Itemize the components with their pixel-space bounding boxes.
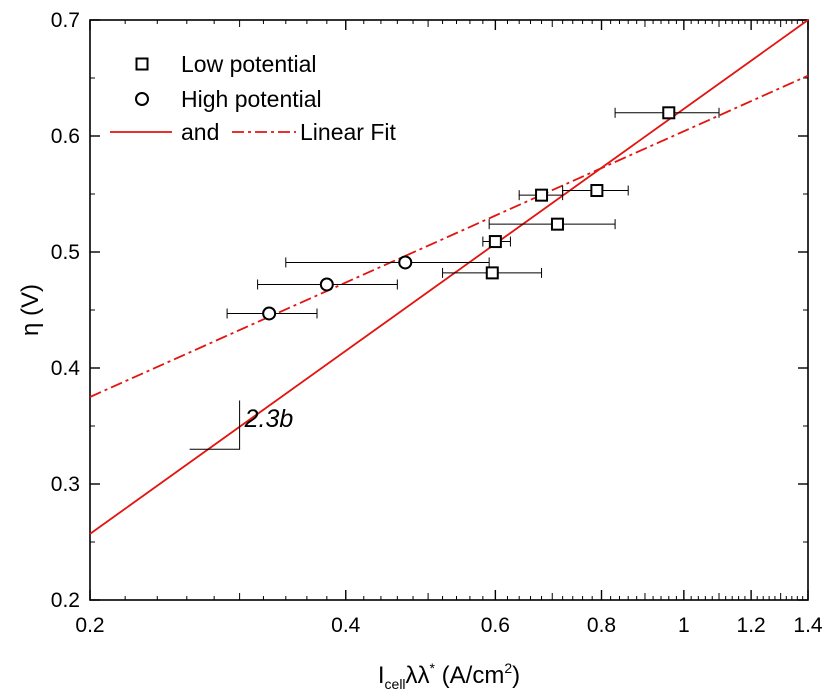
slope-triangle	[189, 400, 241, 450]
y-tick-label: 0.7	[51, 9, 80, 32]
legend-square-marker	[135, 57, 149, 71]
data-point-high-potential	[319, 277, 334, 292]
x-tick-label: 0.4	[331, 614, 361, 637]
data-point-low-potential	[535, 188, 549, 202]
slope-annotation: 2.3b	[244, 405, 294, 433]
data-point-low-potential	[590, 184, 604, 198]
data-point-low-potential	[550, 217, 564, 231]
y-axis-title: η (V)	[17, 284, 44, 336]
data-point-high-potential	[398, 255, 413, 270]
data-point-high-potential	[262, 306, 277, 321]
data-point-low-potential	[488, 235, 502, 249]
x-axis-title: Icellλλ* (A/cm2)	[378, 660, 520, 692]
x-tick-label: 0.6	[481, 614, 510, 637]
x-tick-label: 1.4	[793, 614, 823, 637]
legend-circle-marker	[135, 92, 149, 106]
legend-label-linear-fit: Linear Fit	[300, 119, 396, 145]
x-tick-label: 1	[678, 614, 690, 637]
y-tick-label: 0.5	[51, 241, 80, 264]
x-tick-label: 1.2	[737, 614, 766, 637]
linear-fit-high-potential	[89, 74, 809, 398]
x-tick-label: 0.8	[587, 614, 616, 637]
y-tick-label: 0.4	[51, 357, 81, 380]
y-tick-label: 0.6	[51, 125, 80, 148]
y-tick-label: 0.3	[51, 473, 80, 496]
legend-label-and: and	[181, 119, 219, 145]
y-tick-label: 0.2	[51, 589, 80, 612]
linear-fit-low-potential	[89, 19, 809, 535]
legend-label-low-potential: Low potential	[181, 51, 317, 77]
data-point-low-potential	[485, 266, 499, 280]
data-point-low-potential	[662, 106, 676, 120]
legend-label-high-potential: High potential	[181, 86, 322, 112]
x-tick-label: 0.2	[75, 614, 104, 637]
